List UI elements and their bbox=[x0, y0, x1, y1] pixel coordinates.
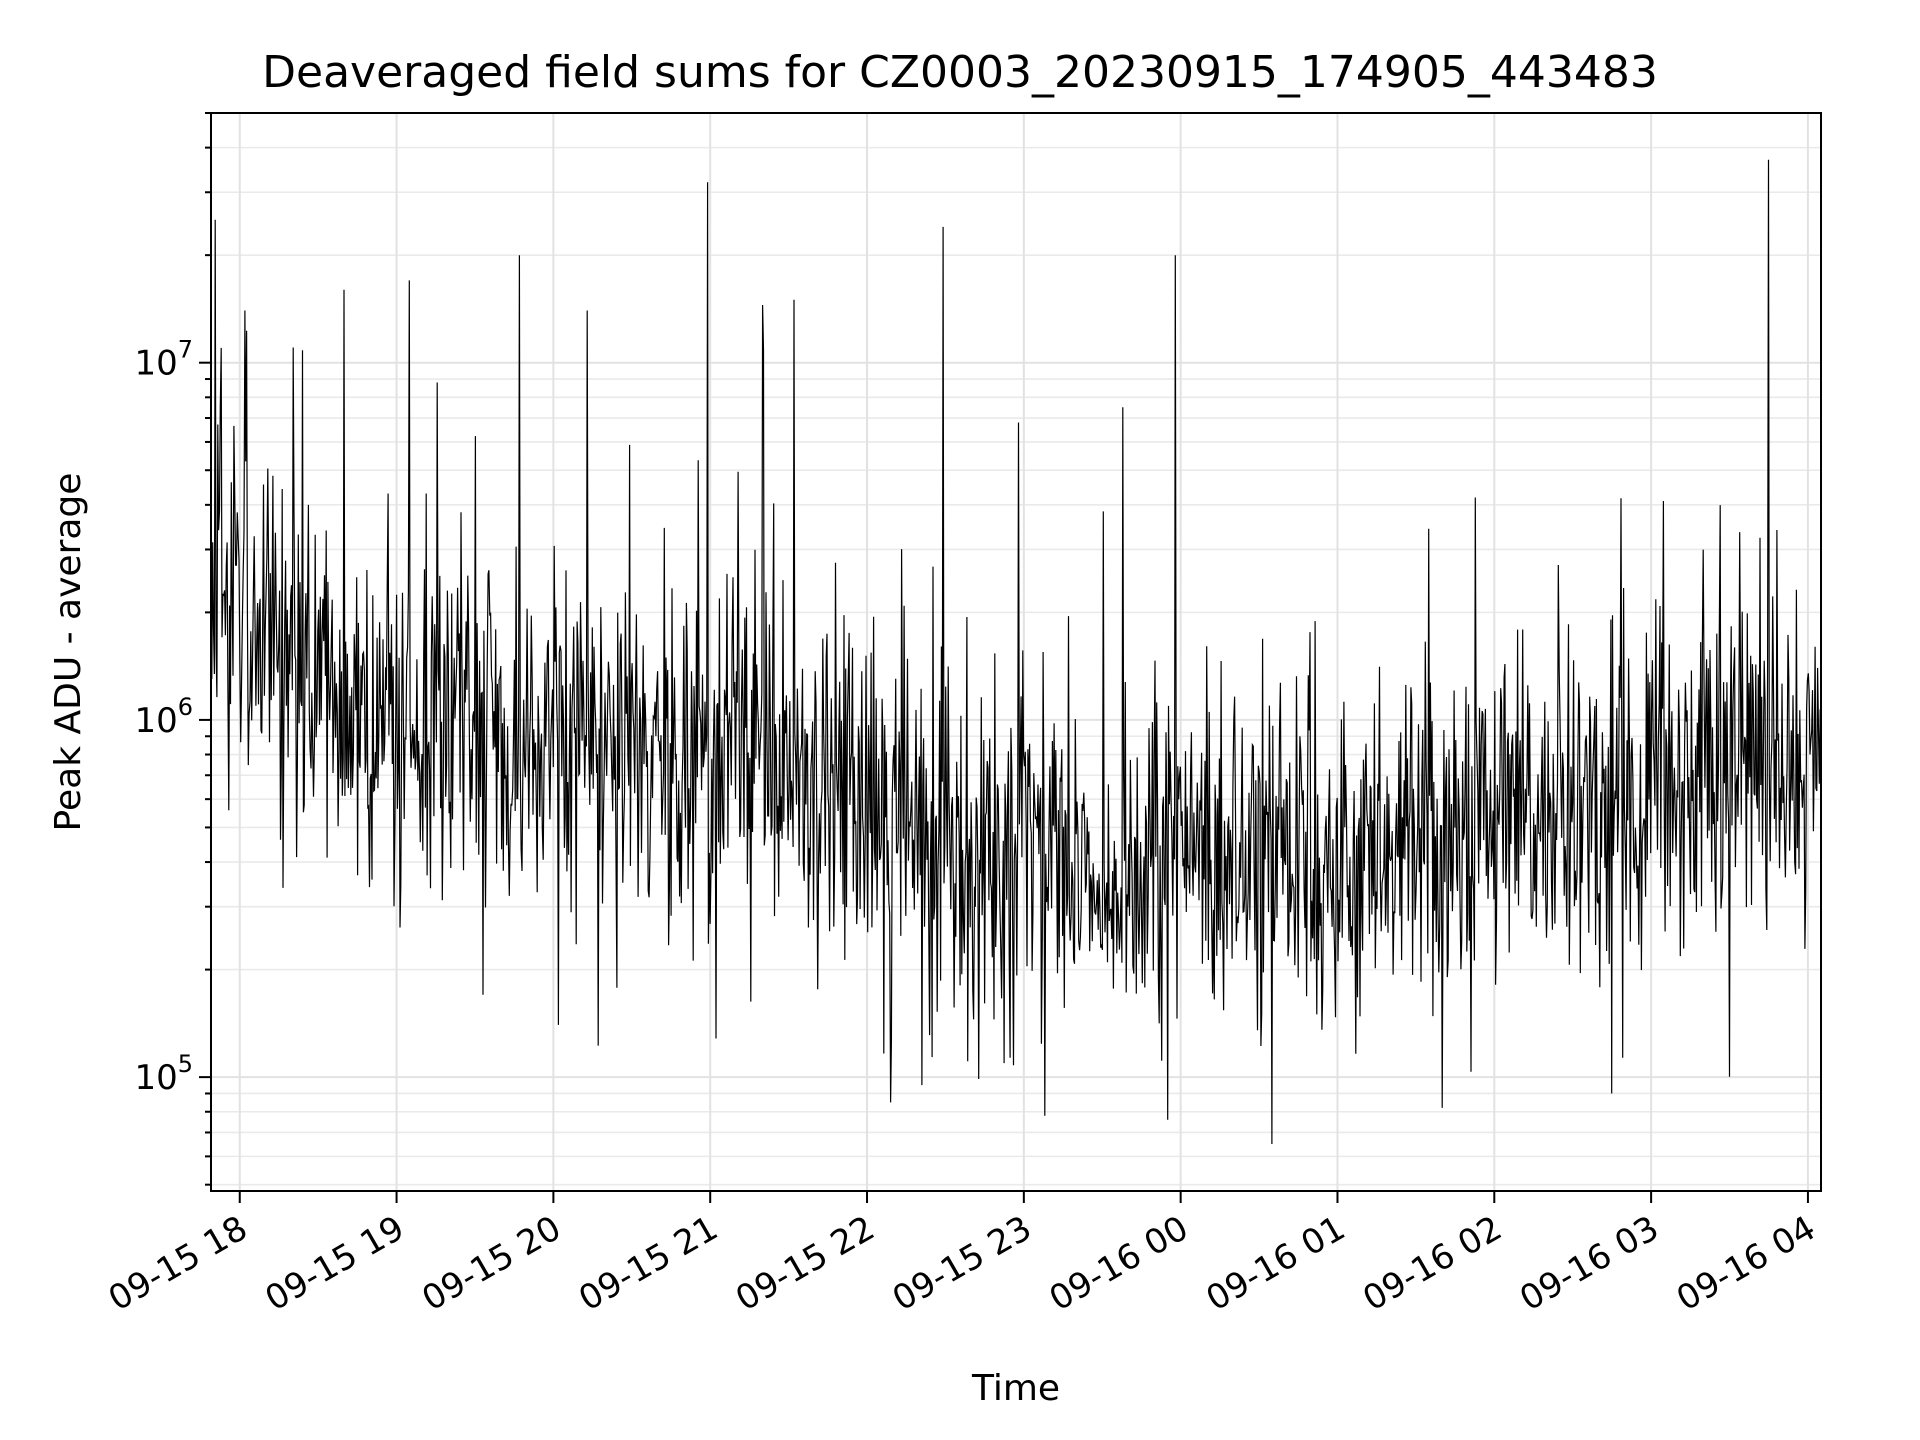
series-line-path bbox=[210, 159, 1822, 1145]
x-axis: 09-15 18 09-15 19 09-15 20 09-15 21 09-15 22… bbox=[102, 1191, 1822, 1319]
x-tick-label: 09-15 23 bbox=[886, 1208, 1038, 1319]
x-tick-label: 09-15 19 bbox=[259, 1208, 411, 1319]
y-tick-label: 106 bbox=[134, 693, 193, 741]
x-tick-label: 09-15 22 bbox=[729, 1208, 881, 1319]
x-tick-label: 09-15 18 bbox=[102, 1208, 254, 1319]
x-tick-label: 09-15 21 bbox=[572, 1208, 724, 1319]
x-tick-label: 09-16 03 bbox=[1513, 1208, 1665, 1319]
series-line bbox=[210, 159, 1822, 1145]
y-tick-label: 107 bbox=[134, 336, 193, 384]
x-tick-label: 09-16 04 bbox=[1670, 1208, 1822, 1319]
y-axis: 105 106 107 bbox=[134, 112, 211, 1186]
x-tick-label: 09-16 00 bbox=[1043, 1208, 1195, 1319]
chart-title: Deaveraged field sums for CZ0003_2023091… bbox=[262, 47, 1658, 98]
y-axis-label: Peak ADU - average bbox=[48, 473, 89, 832]
plot-frame bbox=[210, 112, 1822, 1192]
y-tick-label: 105 bbox=[134, 1050, 193, 1098]
x-axis-label: Time bbox=[971, 1368, 1060, 1409]
x-tick-label: 09-16 02 bbox=[1356, 1208, 1508, 1319]
x-tick-label: 09-15 20 bbox=[415, 1208, 567, 1319]
x-tick-label: 09-16 01 bbox=[1200, 1208, 1352, 1319]
